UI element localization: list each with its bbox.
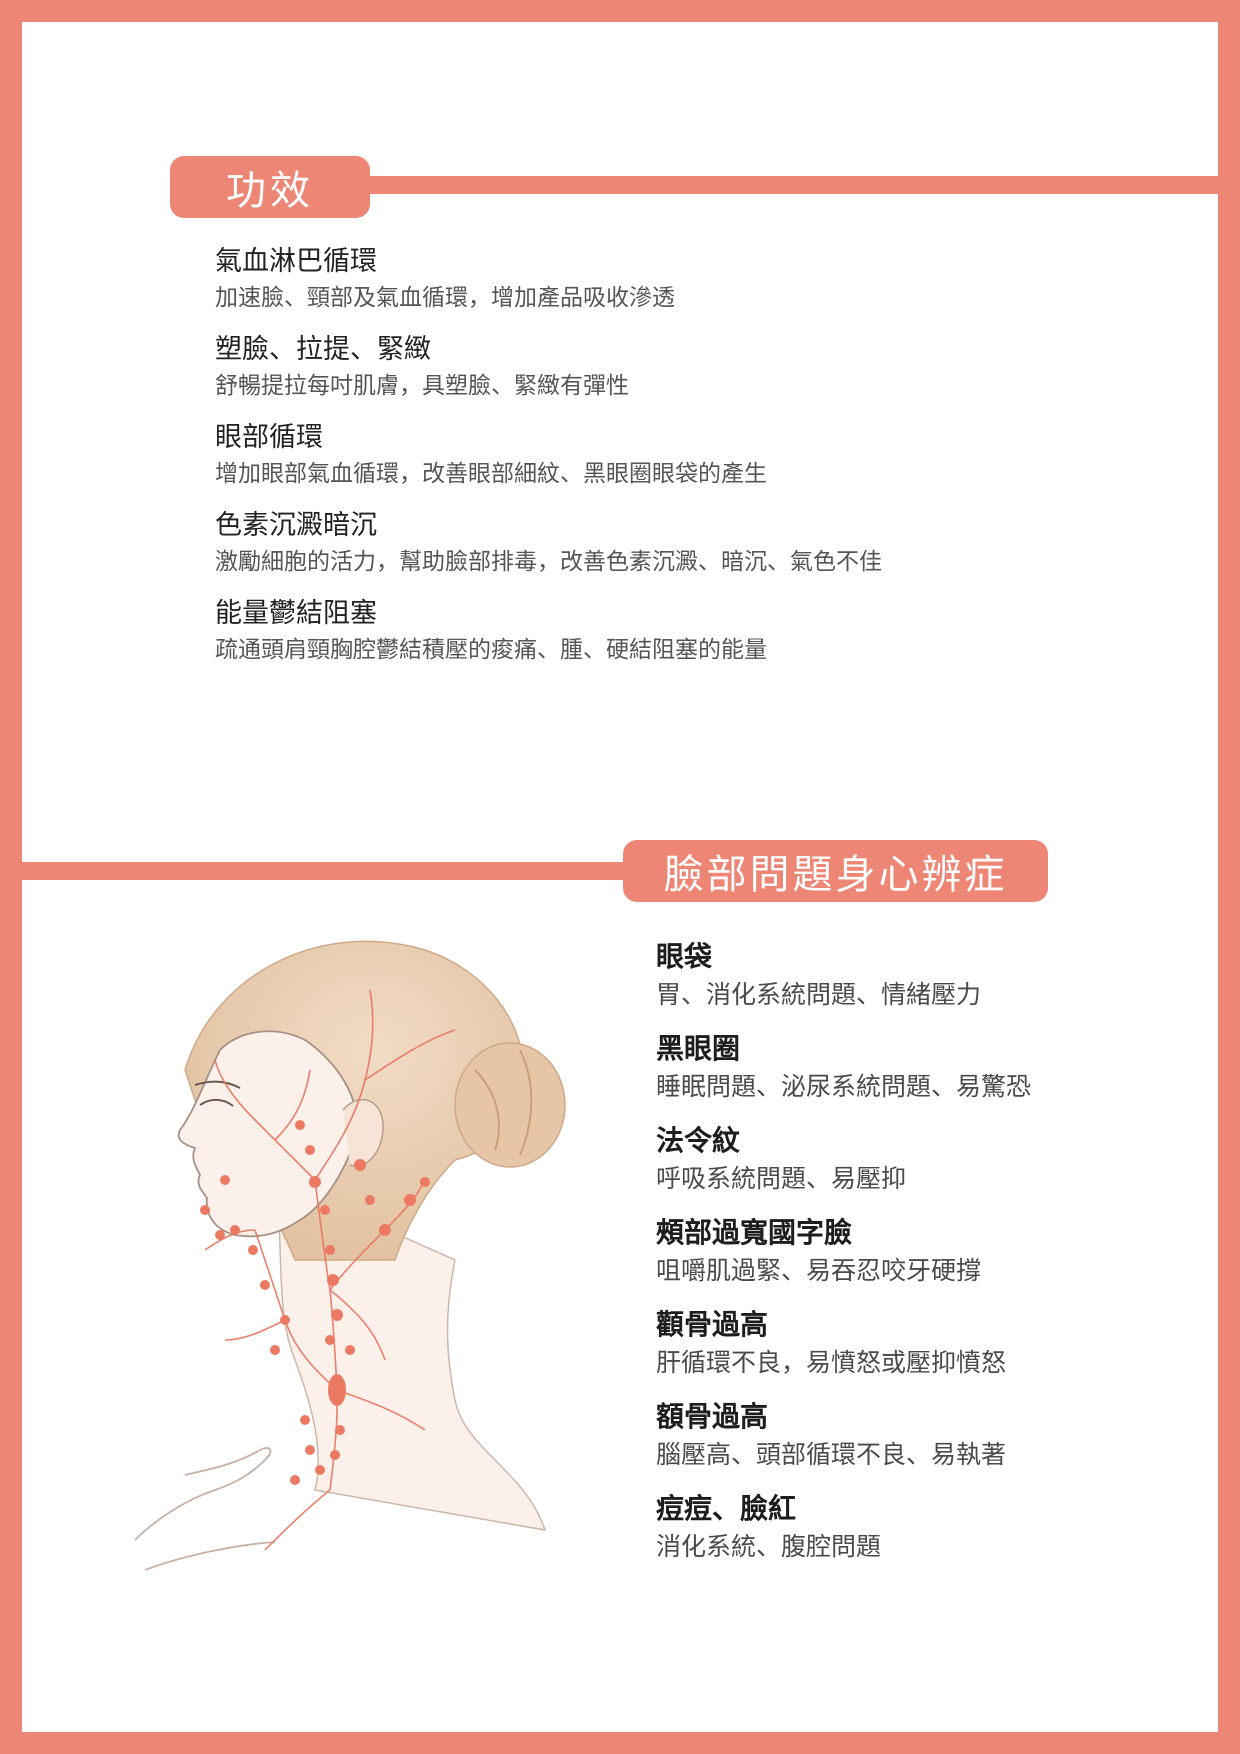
benefit-item: 氣血淋巴循環 加速臉、頸部及氣血循環，增加產品吸收滲透 [215, 243, 675, 315]
section2-heading: 臉部問題身心辨症 [663, 852, 1008, 898]
lymph-head-illustration [125, 930, 595, 1590]
benefit-item: 塑臉、拉提、緊緻 舒暢提拉每吋肌膚，具塑臉、緊緻有彈性 [215, 331, 629, 403]
symptom-desc: 呼吸系統問題、易壓抑 [656, 1164, 907, 1193]
benefit-item: 眼部循環 增加眼部氣血循環，改善眼部細紋、黑眼圈眼袋的產生 [215, 419, 767, 491]
benefit-desc: 疏通頭肩頸胸腔鬱結積壓的痠痛、腫、硬結阻塞的能量 [215, 637, 767, 663]
section1-heading-pill: 功效 [170, 156, 370, 218]
symptom-title: 眼袋 [656, 940, 713, 973]
benefit-desc: 舒暢提拉每吋肌膚，具塑臉、緊緻有彈性 [215, 373, 629, 399]
symptom-item: 黑眼圈 睡眠問題、泌尿系統問題、易驚恐 [656, 1029, 1031, 1105]
benefit-title: 氣血淋巴循環 [215, 246, 377, 277]
symptom-item: 額骨過高 腦壓高、頭部循環不良、易執著 [656, 1397, 1006, 1473]
section1-rule [360, 176, 1218, 194]
benefit-desc: 加速臉、頸部及氣血循環，增加產品吸收滲透 [215, 285, 675, 311]
symptom-title: 顴骨過高 [656, 1308, 769, 1341]
symptom-desc: 腦壓高、頭部循環不良、易執著 [656, 1440, 1007, 1469]
head-profile-icon [134, 940, 566, 1571]
symptom-title: 頰部過寬國字臉 [656, 1216, 853, 1249]
section2-heading-pill: 臉部問題身心辨症 [623, 840, 1048, 902]
symptom-item: 眼袋 胃、消化系統問題、情緒壓力 [656, 937, 981, 1013]
benefit-title: 色素沉澱暗沉 [215, 510, 377, 541]
section1-heading: 功效 [226, 168, 314, 214]
benefit-title: 能量鬱結阻塞 [215, 598, 377, 629]
symptom-desc: 咀嚼肌過緊、易吞忍咬牙硬撐 [656, 1256, 982, 1285]
benefit-title: 塑臉、拉提、緊緻 [215, 334, 431, 365]
section2-rule [0, 862, 640, 880]
symptom-item: 頰部過寬國字臉 咀嚼肌過緊、易吞忍咬牙硬撐 [656, 1213, 981, 1289]
benefit-item: 能量鬱結阻塞 疏通頭肩頸胸腔鬱結積壓的痠痛、腫、硬結阻塞的能量 [215, 595, 767, 667]
symptom-desc: 消化系統、腹腔問題 [656, 1532, 882, 1561]
symptom-title: 痘痘、臉紅 [656, 1492, 797, 1525]
benefit-desc: 激勵細胞的活力，幫助臉部排毒，改善色素沉澱、暗沉、氣色不佳 [215, 549, 882, 575]
symptom-item: 痘痘、臉紅 消化系統、腹腔問題 [656, 1489, 881, 1565]
symptom-desc: 睡眠問題、泌尿系統問題、易驚恐 [656, 1072, 1032, 1101]
symptom-desc: 胃、消化系統問題、情緒壓力 [656, 980, 982, 1009]
benefit-title: 眼部循環 [215, 422, 323, 453]
symptom-title: 法令紋 [656, 1124, 741, 1157]
symptom-title: 黑眼圈 [656, 1032, 741, 1065]
symptom-item: 顴骨過高 肝循環不良，易憤怒或壓抑憤怒 [656, 1305, 1006, 1381]
symptom-item: 法令紋 呼吸系統問題、易壓抑 [656, 1121, 906, 1197]
symptom-desc: 肝循環不良，易憤怒或壓抑憤怒 [656, 1348, 1007, 1377]
benefit-item: 色素沉澱暗沉 激勵細胞的活力，幫助臉部排毒，改善色素沉澱、暗沉、氣色不佳 [215, 507, 882, 579]
benefit-desc: 增加眼部氣血循環，改善眼部細紋、黑眼圈眼袋的產生 [215, 461, 767, 487]
symptom-title: 額骨過高 [656, 1400, 769, 1433]
